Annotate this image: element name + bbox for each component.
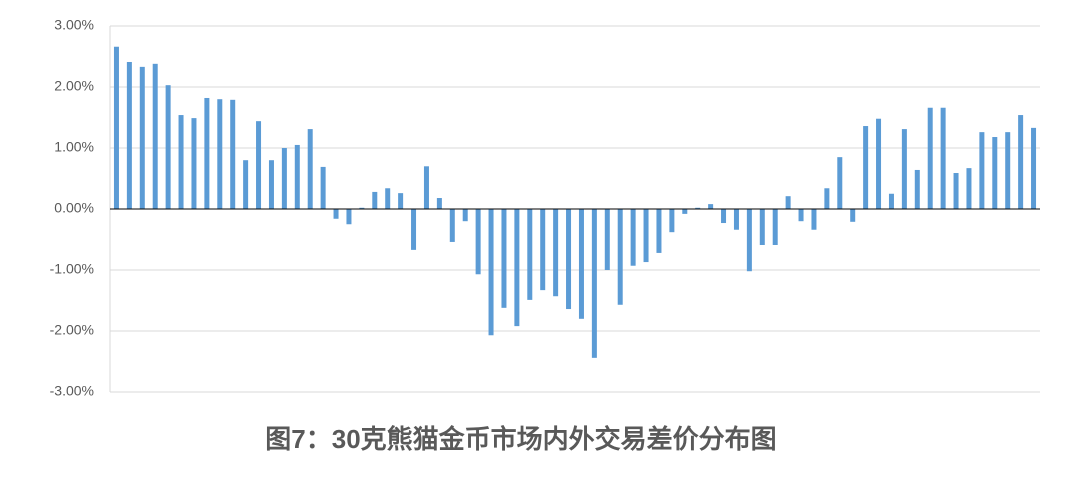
bar (927, 107, 933, 209)
bar (643, 209, 649, 263)
bar (604, 209, 610, 270)
bar (501, 209, 507, 308)
bar (204, 97, 210, 209)
bar (837, 157, 843, 209)
bar (940, 107, 946, 209)
bar (126, 61, 132, 209)
bar (346, 209, 352, 225)
bar (411, 209, 417, 250)
bar (191, 118, 197, 209)
y-tick-label: 3.00% (54, 17, 94, 33)
bar (475, 209, 481, 275)
bar (953, 173, 959, 209)
bar (850, 209, 856, 222)
bar (436, 198, 442, 209)
bar (449, 209, 455, 242)
bar (152, 63, 158, 209)
y-tick-label: 1.00% (54, 139, 94, 155)
bar (863, 126, 869, 209)
bar (695, 207, 701, 209)
bar (746, 209, 752, 272)
bar (243, 160, 249, 209)
bar (992, 137, 998, 209)
bar (320, 166, 326, 209)
bar (656, 209, 662, 253)
bar (1018, 115, 1024, 209)
bar (113, 46, 119, 209)
bar (785, 196, 791, 209)
bar (721, 209, 727, 224)
bar (540, 209, 546, 291)
bar (398, 193, 404, 209)
bar (1031, 127, 1037, 209)
bar (527, 209, 533, 300)
bar (566, 209, 572, 310)
bar (708, 204, 714, 209)
y-tick-label: -3.00% (50, 383, 94, 399)
bar (966, 168, 972, 209)
bar (217, 99, 223, 209)
bar (733, 209, 739, 230)
bar (333, 209, 339, 219)
bar (230, 99, 236, 209)
y-tick-label: 2.00% (54, 78, 94, 94)
bar (979, 132, 985, 209)
bar (268, 160, 274, 209)
bar (888, 193, 894, 209)
bar (811, 209, 817, 230)
bar (372, 191, 378, 209)
bar (876, 118, 882, 209)
bar (488, 209, 494, 336)
bar (165, 85, 171, 209)
bar (1005, 132, 1011, 209)
bar (617, 209, 623, 305)
bar (385, 188, 391, 209)
bar (824, 188, 830, 209)
y-tick-label: -1.00% (50, 261, 94, 277)
bar (682, 209, 688, 214)
bar (423, 166, 429, 209)
bar (281, 148, 287, 209)
bar (669, 209, 675, 233)
bar (591, 209, 597, 358)
bar (759, 209, 765, 245)
bar (514, 209, 520, 327)
bar (462, 209, 468, 222)
bar (901, 129, 907, 209)
bar (359, 207, 365, 209)
y-tick-label: 0.00% (54, 200, 94, 216)
bar (256, 121, 262, 209)
y-tick-label: -2.00% (50, 322, 94, 338)
bar (553, 209, 559, 297)
bar (798, 209, 804, 222)
bar (578, 209, 584, 319)
bar (630, 209, 636, 266)
chart-title: 图7：30克熊猫金币市场内外交易差价分布图 (265, 424, 776, 454)
bar (294, 144, 300, 209)
bar (178, 115, 184, 209)
bar (772, 209, 778, 245)
bar (139, 66, 145, 210)
bar (914, 169, 920, 209)
bar (307, 129, 313, 209)
